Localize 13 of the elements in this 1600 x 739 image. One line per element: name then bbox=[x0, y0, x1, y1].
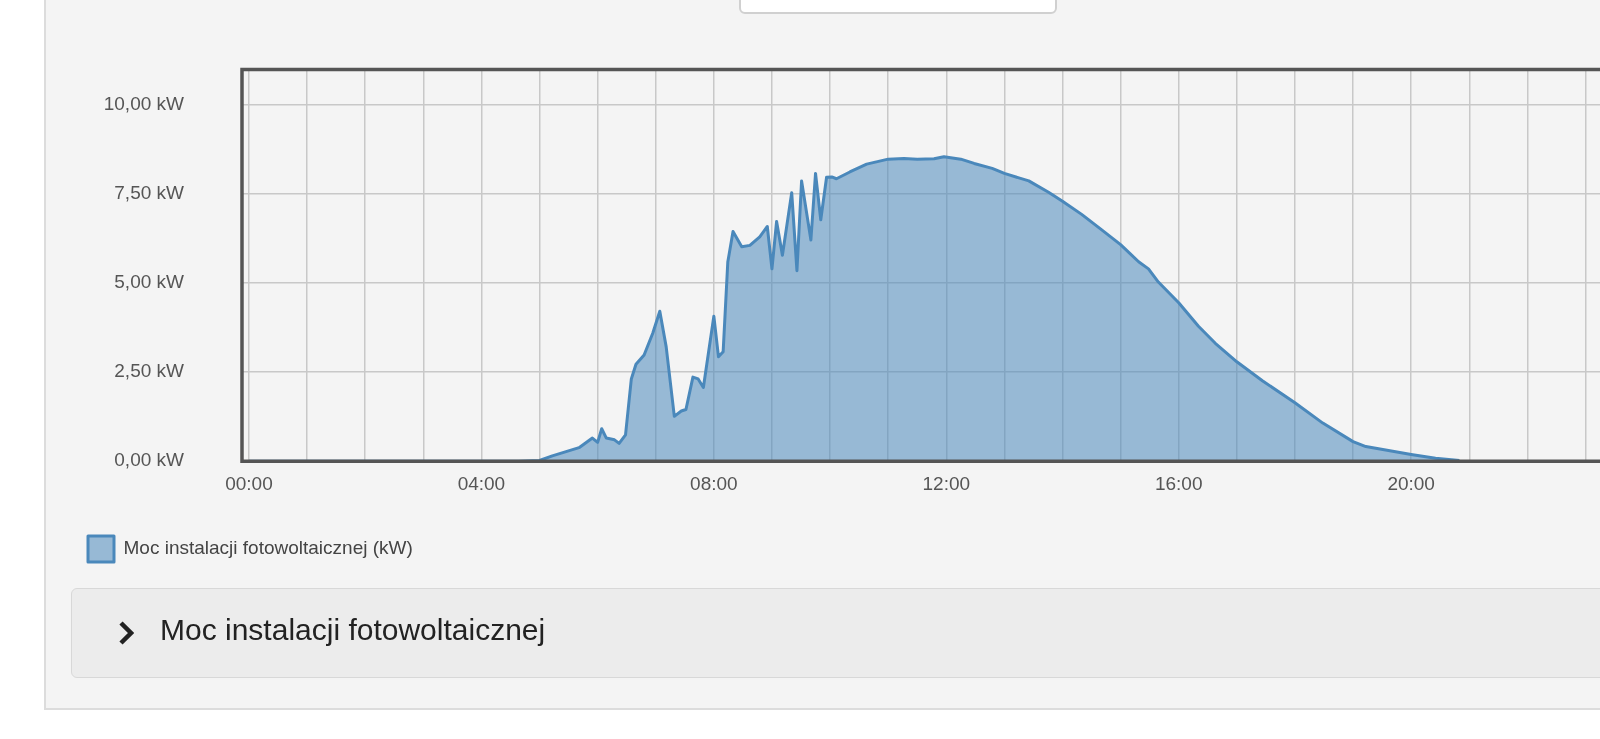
x-tick-label: 16:00 bbox=[1154, 472, 1203, 494]
y-tick-label: 0,00 kW bbox=[114, 449, 185, 471]
y-tick-label: 7,50 kW bbox=[114, 182, 185, 204]
x-tick-label: 08:00 bbox=[690, 472, 738, 494]
text: Moc instalacji fotowoltaicznej bbox=[160, 613, 546, 647]
x-tick-label: 04:00 bbox=[457, 472, 506, 494]
y-tick-label: 2,50 kW bbox=[114, 360, 185, 382]
x-tick-label: 12:00 bbox=[922, 472, 971, 494]
legend-label: Moc instalacji fotowoltaicznej (kW) bbox=[123, 537, 413, 559]
x-tick-label: 00:00 bbox=[225, 472, 273, 494]
x-tick-label: 20:00 bbox=[1387, 472, 1435, 494]
y-tick-label: 5,00 kW bbox=[114, 271, 185, 293]
y-tick-label: 10,00 kW bbox=[103, 93, 185, 115]
